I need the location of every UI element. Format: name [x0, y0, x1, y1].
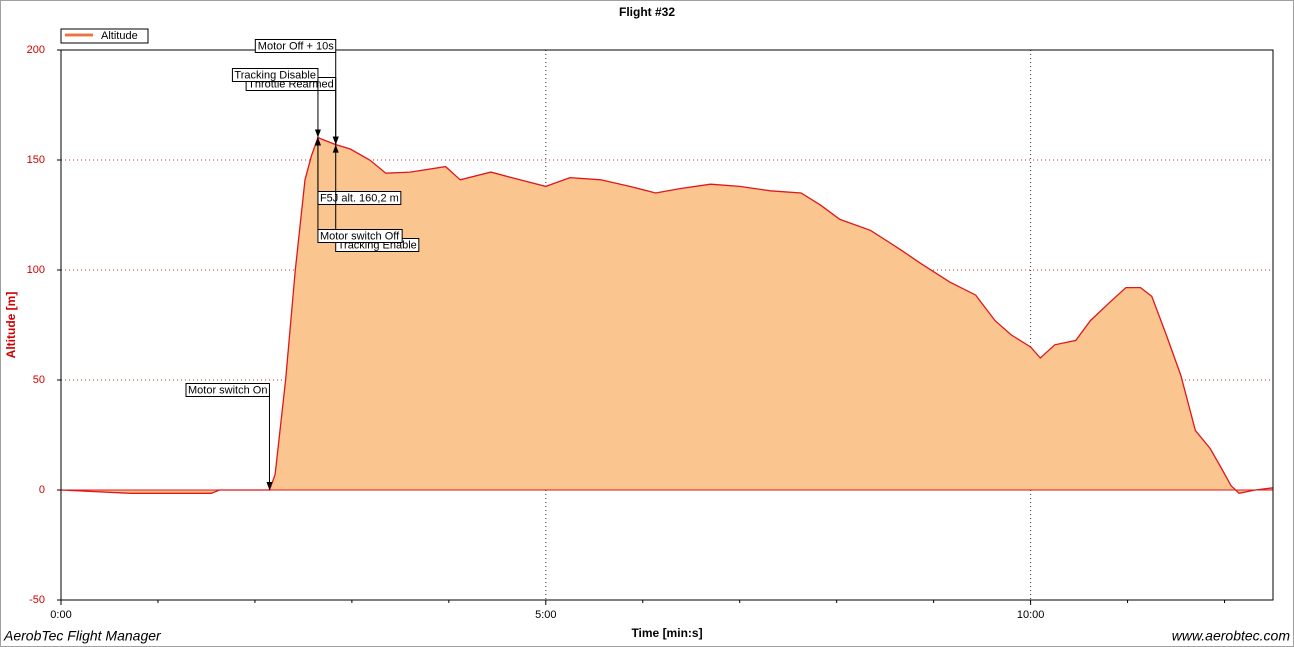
y-tick-label: 0 — [39, 484, 45, 496]
y-tick-label: 200 — [27, 44, 45, 56]
legend-box — [60, 28, 149, 44]
annotation-arrowhead — [332, 144, 339, 153]
x-tick-label: 10:00 — [1017, 609, 1045, 621]
annotation-arrowhead — [314, 129, 321, 138]
annotation-box — [231, 68, 319, 82]
annotation-arrowhead — [266, 482, 273, 490]
y-tick-label: -50 — [29, 594, 45, 606]
footer-left: AerobTec Flight Manager — [3, 628, 162, 644]
annotation-box — [254, 39, 337, 53]
annotation: F5J alt. 160,2 m — [317, 191, 402, 205]
y-tick-label: 50 — [33, 374, 45, 386]
y-tick-label: 150 — [27, 154, 45, 166]
x-tick-label: 0:00 — [50, 609, 71, 621]
annotation-label: Motor Off + 10s — [258, 40, 334, 52]
x-axis-label: Time [min:s] — [631, 626, 702, 640]
area-line — [60, 136, 1274, 495]
annotation: Motor switch On — [185, 383, 270, 397]
annotation-arrowhead — [314, 137, 321, 146]
annotation-label: Tracking Disable — [234, 69, 316, 81]
annotation: Motor Off + 10s — [254, 39, 337, 53]
y-tick-label: 100 — [27, 264, 45, 276]
annotation-label: Motor switch Off — [320, 230, 400, 242]
plot-frame — [60, 49, 1274, 601]
chart-title: Flight #32 — [619, 5, 675, 19]
annotation-label: Motor switch On — [188, 384, 267, 396]
footer-right: www.aerobtec.com — [1172, 628, 1291, 644]
annotation-arrowhead — [332, 136, 339, 145]
annotation-label: F5J alt. 160,2 m — [320, 192, 399, 204]
y-axis-label: Altitude [m] — [4, 292, 18, 359]
annotation: Motor switch Off — [317, 229, 403, 243]
annotation-box — [185, 383, 270, 397]
annotation-box — [317, 229, 403, 243]
x-tick-label: 5:00 — [535, 609, 556, 621]
annotation: Tracking Disable — [231, 68, 319, 82]
legend-label: Altitude — [101, 30, 138, 42]
area-fill — [61, 137, 1273, 494]
